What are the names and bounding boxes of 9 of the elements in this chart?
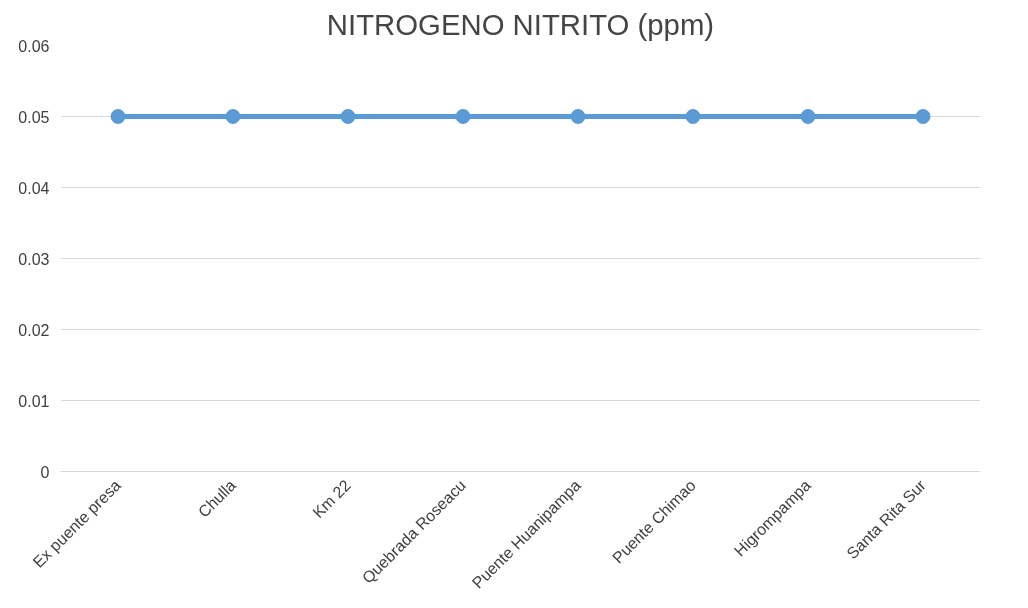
y-tick-label: 0.01 bbox=[18, 392, 50, 410]
y-tick-label: 0 bbox=[40, 463, 50, 481]
chart-title: NITROGENO NITRITO (ppm) bbox=[326, 7, 715, 41]
y-tick-label: 0.05 bbox=[18, 108, 50, 126]
y-tick-label: 0.02 bbox=[18, 321, 50, 339]
y-tick-label: 0.03 bbox=[18, 250, 50, 268]
y-tick-label: 0.06 bbox=[18, 37, 50, 55]
y-tick-label: 0.04 bbox=[18, 179, 50, 197]
x-tick-label: Km 22 bbox=[309, 476, 355, 522]
